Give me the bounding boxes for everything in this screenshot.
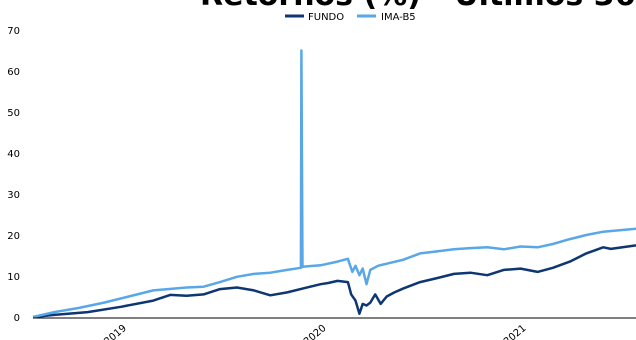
y-tick-label: 20 <box>7 231 20 242</box>
chart-legend: FUNDO IMA-B5 <box>285 12 416 23</box>
legend-label-ima-b5: IMA-B5 <box>381 12 416 23</box>
x-tick-label: 2021 <box>502 323 529 340</box>
series-line-ima-b5 <box>32 49 636 319</box>
y-tick-label: 30 <box>7 190 20 201</box>
y-tick-label: 50 <box>7 108 20 119</box>
y-tick-label: 10 <box>7 272 20 283</box>
y-axis-ticks: 0 10 20 30 40 50 60 70 <box>7 26 20 324</box>
chart-title: Retornos (%) - Últimos 36 meses <box>200 0 636 13</box>
y-tick-label: 70 <box>7 26 20 37</box>
x-axis-ticks: 2019 2020 2021 <box>102 323 528 340</box>
y-tick-label: 40 <box>7 149 20 160</box>
y-tick-label: 0 <box>14 313 20 324</box>
legend-label-fundo: FUNDO <box>308 12 344 23</box>
x-tick-label: 2019 <box>102 323 129 340</box>
series-layer <box>32 49 636 319</box>
y-tick-label: 60 <box>7 67 20 78</box>
series-line-fundo <box>32 244 636 319</box>
x-tick-label: 2020 <box>302 323 329 340</box>
